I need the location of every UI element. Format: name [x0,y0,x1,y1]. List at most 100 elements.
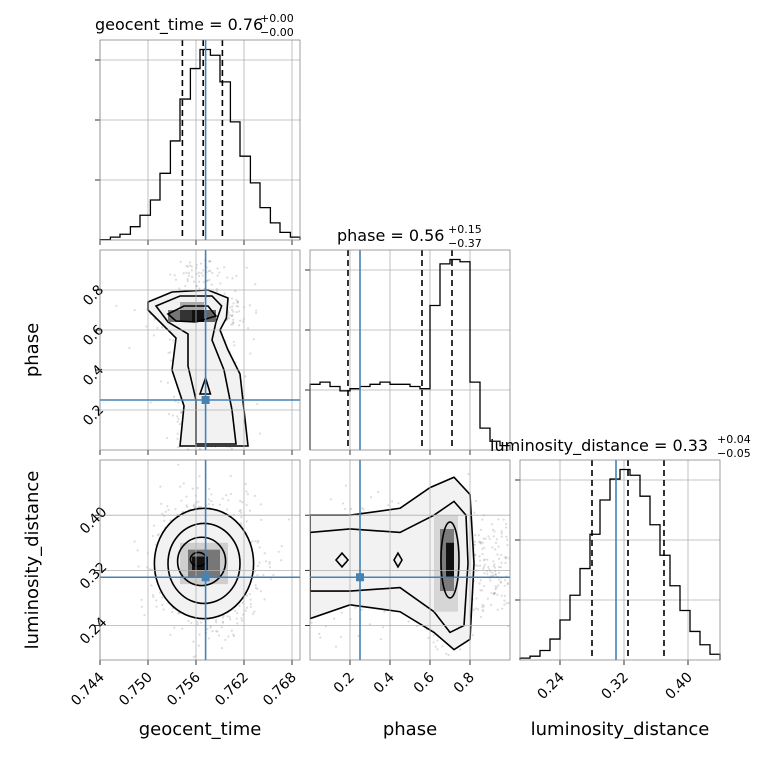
scatter-point [477,540,481,543]
scatter-point [499,580,503,583]
scatter-point [177,463,180,466]
scatter-point [211,630,214,633]
scatter-point [483,571,486,575]
scatter-point [483,546,486,549]
tick-label-x: 0.32 [598,670,631,703]
density-cell [180,310,192,322]
scatter-point [254,586,258,590]
scatter-point [200,272,203,275]
scatter-point [198,633,201,636]
scatter-point [361,506,364,510]
scatter-point [128,346,131,350]
scatter-point [258,546,261,549]
scatter-point [236,305,240,308]
scatter-point [354,606,357,609]
scatter-point [207,498,210,501]
scatter-point [492,574,495,577]
scatter-point [482,610,485,613]
scatter-point [177,401,180,404]
scatter-point [206,279,209,283]
scatter-point [483,558,487,561]
scatter-point [184,284,187,288]
tick-label-x: 0.24 [534,669,567,702]
scatter-point [496,553,499,556]
scatter-point [186,265,189,268]
scatter-point [167,508,170,512]
scatter-point [503,556,506,559]
scatter-point [229,475,232,478]
scatter-point [260,518,263,521]
scatter-point [492,593,496,596]
scatter-point [241,501,244,504]
scatter-point [496,608,499,611]
scatter-point [256,587,259,590]
scatter-point [253,610,256,613]
scatter-point [192,655,195,659]
scatter-point [241,619,244,622]
scatter-point [211,503,214,506]
scatter-point [489,570,492,573]
scatter-point [235,311,238,314]
scatter-point [497,566,501,569]
scatter-point [494,548,497,551]
scatter-point [208,260,211,263]
contour-outer [310,476,475,651]
scatter-point [263,598,266,601]
scatter-point [494,588,497,591]
scatter-point [232,633,235,636]
scatter-point [231,323,235,326]
axes-frame [519,459,721,661]
scatter-point [505,535,508,538]
tick-label-x: 0.4 [371,669,398,696]
scatter-point [166,505,169,508]
scatter-point [198,287,201,290]
scatter-point [474,533,477,537]
scatter-point [232,634,236,638]
scatter-point [481,605,484,609]
scatter-point [493,566,497,569]
scatter-point [508,666,510,668]
scatter-point [187,274,190,277]
scatter-point [169,633,172,636]
scatter-point [482,559,485,562]
scatter-point [218,503,222,506]
contour-middle [167,522,241,605]
truth-marker [201,573,210,582]
scatter-point [387,504,390,507]
scatter-point [133,309,136,312]
scatter-point [493,530,496,533]
scatter-point [198,447,202,450]
density-cell [192,310,204,322]
tick-label-x: 0.40 [662,670,695,703]
scatter-point [505,602,508,605]
scatter-point [249,598,252,601]
scatter-point [491,528,495,531]
scatter-point [207,637,210,640]
scatter-point [248,304,252,307]
scatter-point [211,271,214,275]
scatter-point [334,645,338,648]
scatter-point [197,274,201,278]
scatter-point [498,578,501,581]
scatter-point [180,411,183,414]
scatter-point [235,274,238,278]
scatter-point [483,584,486,588]
scatter-point [244,482,247,485]
scatter-point [221,448,223,450]
scatter-point [503,584,506,587]
contour-inner [166,305,218,323]
scatter-point [136,549,139,552]
panel-phase-vs-luminosity-distance: 0.2 0.4 0.6 0.8 [305,459,511,697]
title-geocent-time-sup: +0.00 [260,12,294,25]
scatter-point [467,472,470,476]
scatter-point [473,543,476,546]
scatter-point [187,271,191,275]
scatter-point [382,626,385,629]
scatter-point [238,324,241,327]
axes-frame [309,459,511,661]
scatter-point [256,574,259,577]
scatter-point [500,532,503,535]
scatter-point [221,620,225,624]
scatter-point [151,594,154,597]
